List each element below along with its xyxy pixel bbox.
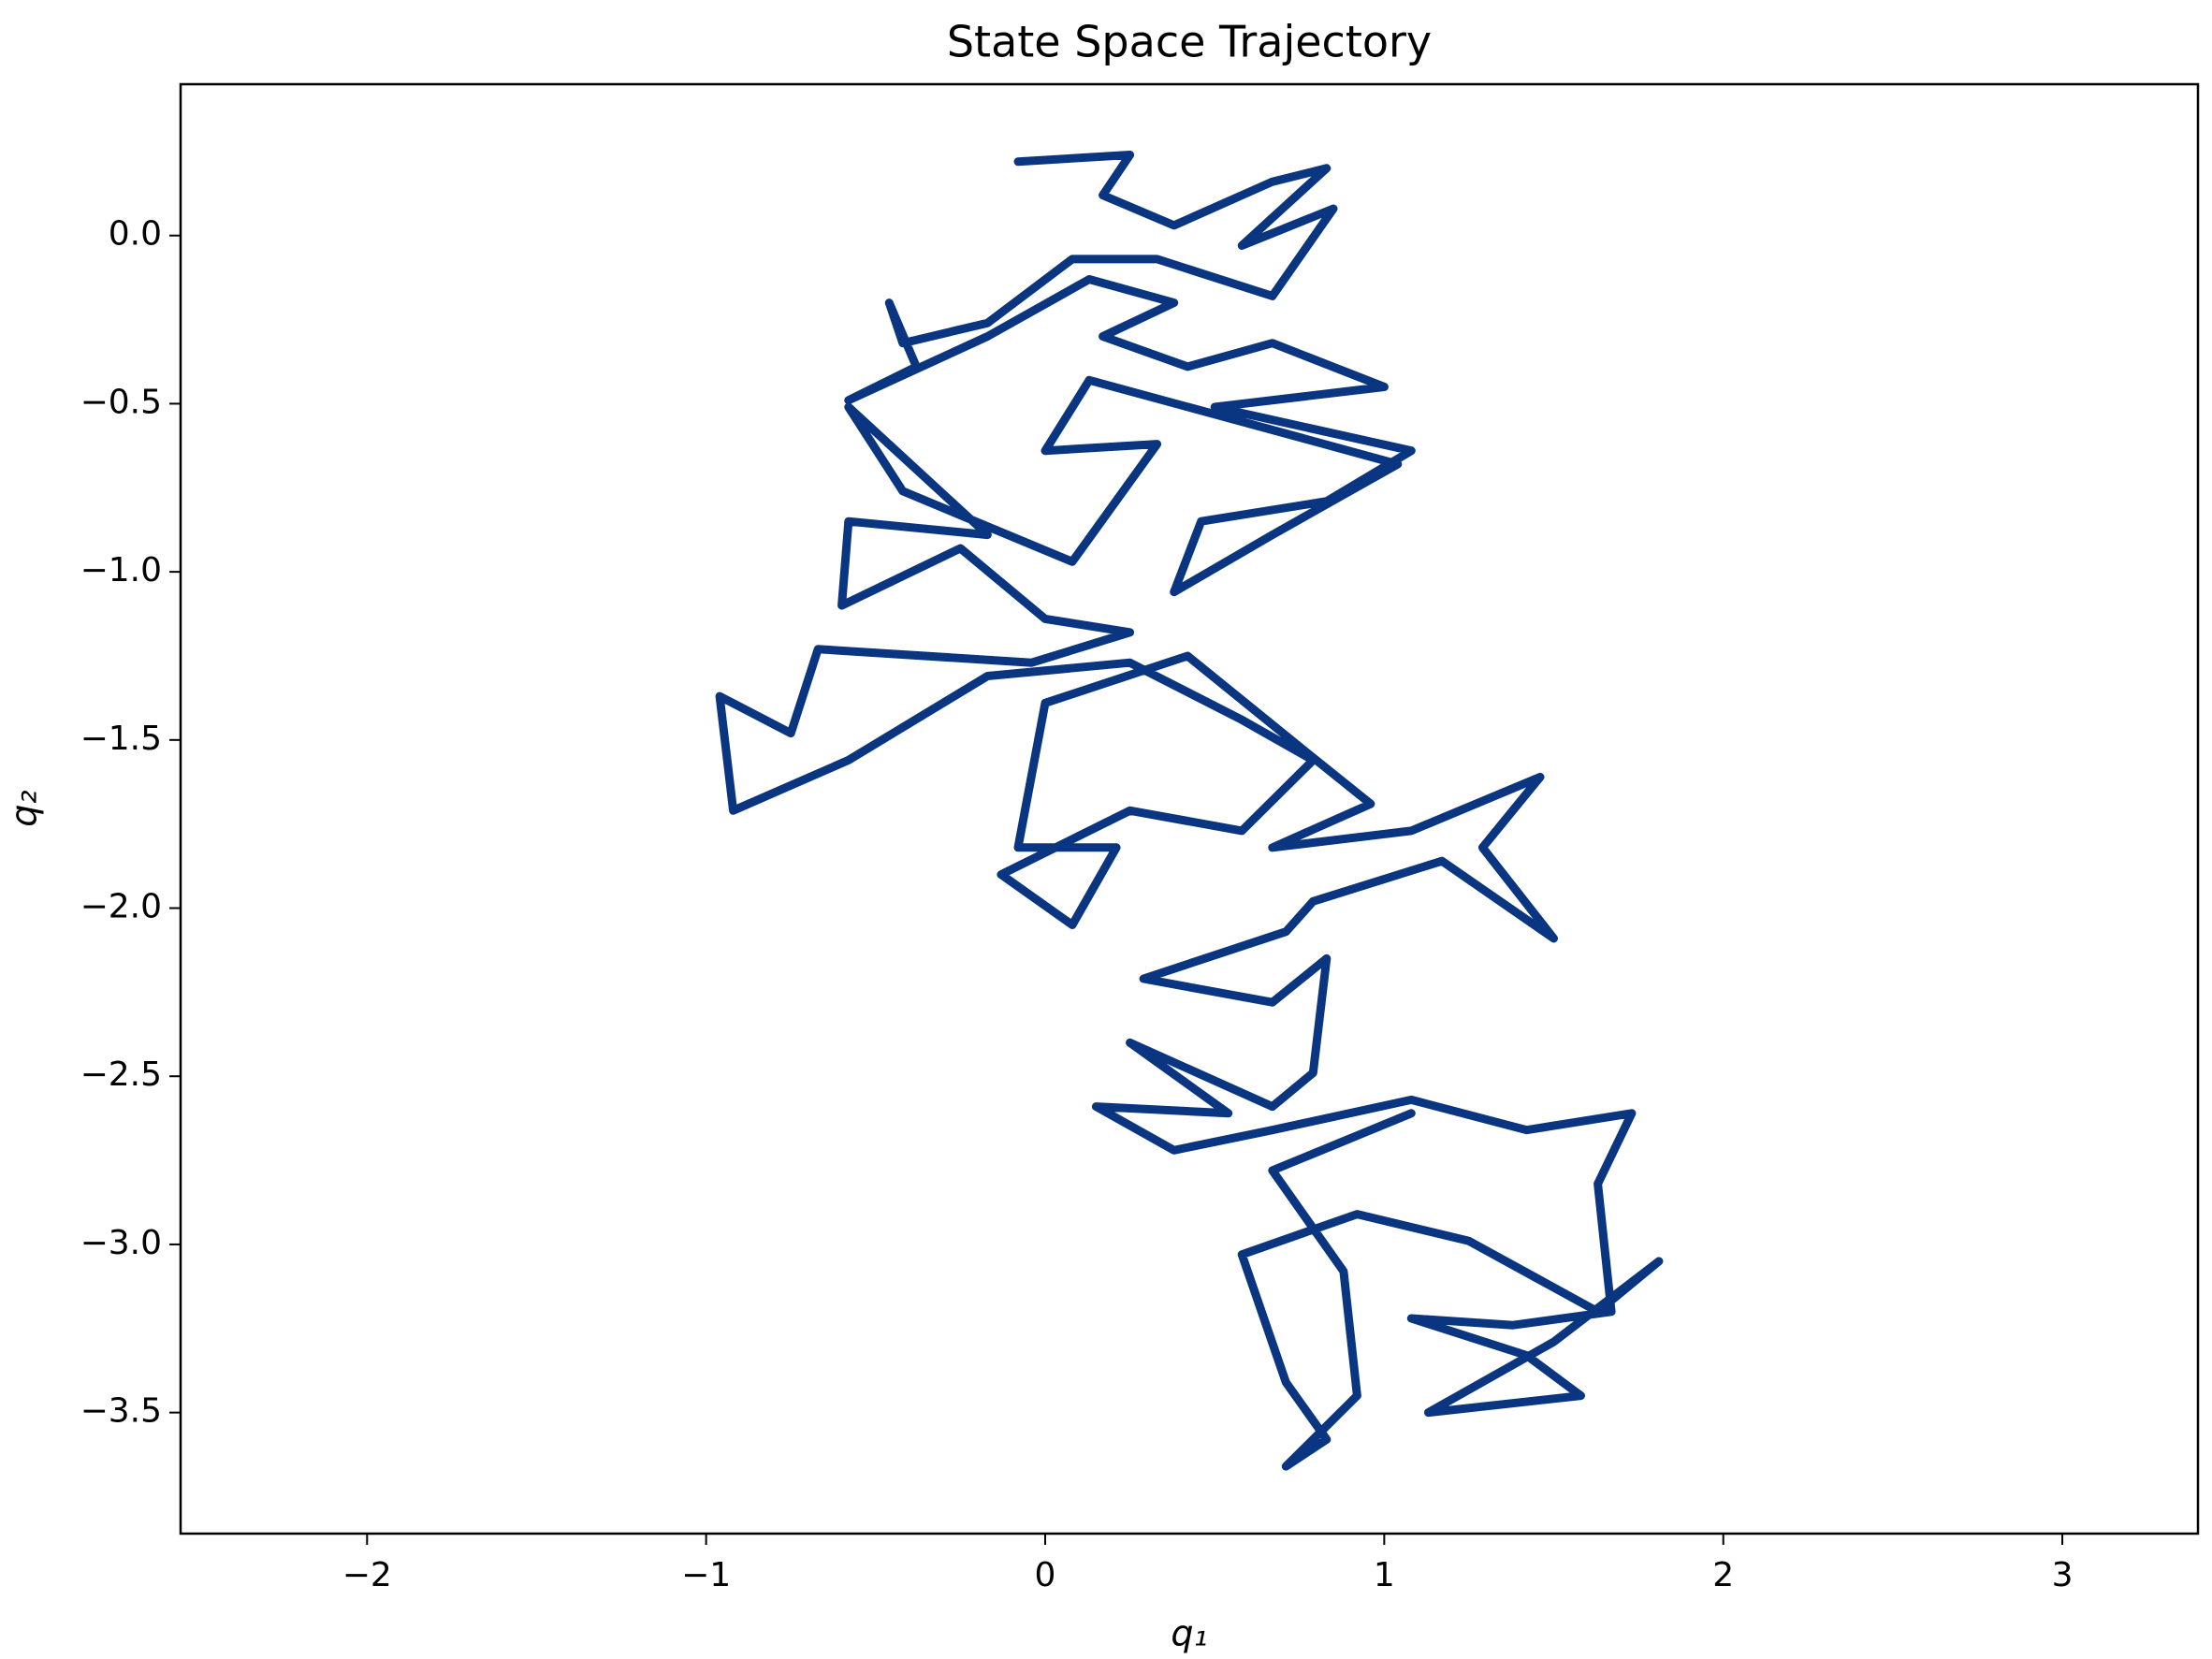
x-tick-label: −1 bbox=[681, 1556, 731, 1594]
x-tick-label: 3 bbox=[2052, 1556, 2074, 1594]
y-tick-label: −1.0 bbox=[80, 551, 162, 589]
x-tick-label: −2 bbox=[342, 1556, 392, 1594]
y-tick-label: −3.5 bbox=[80, 1392, 162, 1431]
y-tick-label: −0.5 bbox=[80, 383, 162, 421]
y-tick-label: −3.0 bbox=[80, 1224, 162, 1262]
y-tick-label: −2.0 bbox=[80, 888, 162, 926]
y-axis-label: q₂ bbox=[4, 790, 45, 826]
trajectory bbox=[715, 151, 1664, 1471]
x-tick-label: 1 bbox=[1374, 1556, 1395, 1594]
x-tick-label: 0 bbox=[1035, 1556, 1056, 1594]
plot-frame bbox=[179, 82, 2200, 1535]
y-tick-label: −2.5 bbox=[80, 1055, 162, 1094]
y-tick-label: −1.5 bbox=[80, 720, 162, 758]
chart-title: State Space Trajectory bbox=[947, 17, 1432, 67]
x-axis-label: q₁ bbox=[1171, 1613, 1207, 1654]
y-tick-label: 0.0 bbox=[109, 215, 162, 254]
x-tick-label: 2 bbox=[1712, 1556, 1734, 1594]
